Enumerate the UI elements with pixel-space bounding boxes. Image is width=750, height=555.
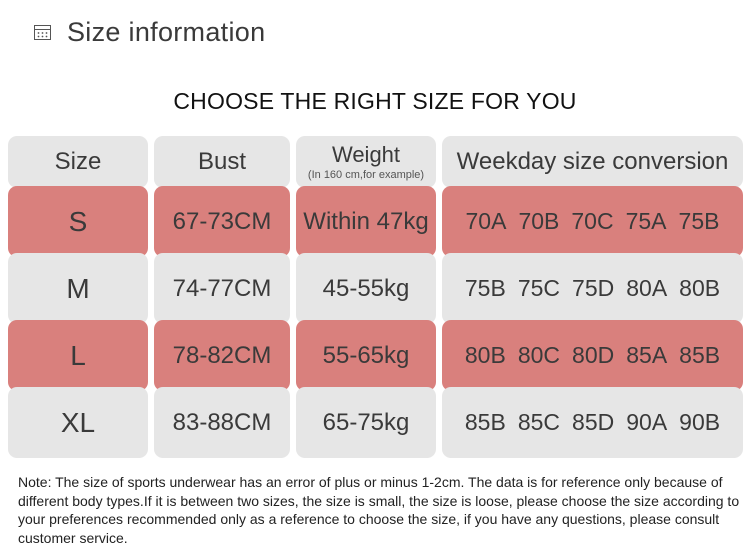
row-s-weight: Within 47kg	[296, 186, 436, 257]
size-chart-icon	[34, 24, 51, 40]
row-s-bust: 67-73CM	[154, 186, 290, 257]
row-m-weight: 45-55kg	[296, 253, 436, 324]
weight-value: Within 47kg	[303, 207, 429, 235]
row-xl-weight: 65-75kg	[296, 387, 436, 458]
row-s-conversion: 70A 70B 70C 75A 75B	[442, 186, 743, 257]
conversion-value: 85D	[572, 409, 615, 435]
conversion-value: 85A	[626, 342, 668, 368]
row-m-bust: 74-77CM	[154, 253, 290, 324]
row-xl-bust: 83-88CM	[154, 387, 290, 458]
header-conversion: Weekday size conversion	[442, 136, 743, 188]
header-conversion-label: Weekday size conversion	[456, 148, 729, 175]
conversion-value: 75D	[572, 275, 615, 301]
conversion-value: 80B	[679, 275, 721, 301]
conversion-value: 75B	[678, 208, 720, 234]
size-value: L	[70, 339, 86, 371]
section-title: Size information	[67, 16, 266, 47]
weight-value: 45-55kg	[322, 274, 410, 302]
size-value: XL	[60, 406, 96, 438]
size-value: M	[66, 272, 90, 304]
weight-value: 65-75kg	[322, 408, 410, 436]
header-weight-label: Weight	[331, 141, 401, 167]
row-xl-conversion: 85B 85C 85D 90A 90B	[442, 387, 743, 458]
row-m-conversion: 75B 75C 75D 80A 80B	[442, 253, 743, 324]
conversion-value: 80D	[572, 342, 615, 368]
conversion-value: 85B	[464, 409, 506, 435]
weight-value: 55-65kg	[322, 341, 410, 369]
conversion-value: 85C	[517, 409, 561, 435]
size-note: Note: The size of sports underwear has a…	[18, 474, 740, 546]
row-xl-size: XL	[8, 387, 148, 458]
header-weight: Weight (In 160 cm,for example)	[296, 136, 436, 188]
header-weight-note: (In 160 cm,for example)	[307, 168, 425, 181]
conversion-value: 75A	[625, 208, 667, 234]
row-l-bust: 78-82CM	[154, 320, 290, 391]
conversion-value: 90B	[679, 409, 721, 435]
page-heading: CHOOSE THE RIGHT SIZE FOR YOU	[173, 88, 577, 114]
row-l-conversion: 80B 80C 80D 85A 85B	[442, 320, 743, 391]
conversion-value: 85B	[679, 342, 721, 368]
conversion-value: 75C	[517, 275, 561, 301]
header-size-label: Size	[54, 148, 102, 175]
conversion-value: 90A	[626, 409, 668, 435]
row-s-size: S	[8, 186, 148, 257]
conversion-value: 80A	[626, 275, 668, 301]
bust-value: 74-77CM	[172, 274, 272, 302]
conversion-value: 70C	[571, 208, 614, 234]
bust-value: 78-82CM	[172, 341, 272, 369]
conversion-value: 80B	[464, 342, 506, 368]
row-l-size: L	[8, 320, 148, 391]
bust-value: 83-88CM	[172, 408, 272, 436]
header-bust: Bust	[154, 136, 290, 188]
conversion-value: 70A	[465, 208, 507, 234]
header-bust-label: Bust	[197, 148, 247, 175]
row-m-size: M	[8, 253, 148, 324]
size-value: S	[68, 205, 88, 237]
header-size: Size	[8, 136, 148, 188]
row-l-weight: 55-65kg	[296, 320, 436, 391]
conversion-value: 70B	[518, 208, 560, 234]
section-header: Size information	[34, 14, 265, 50]
bust-value: 67-73CM	[172, 207, 272, 235]
conversion-value: 75B	[464, 275, 506, 301]
conversion-value: 80C	[517, 342, 561, 368]
